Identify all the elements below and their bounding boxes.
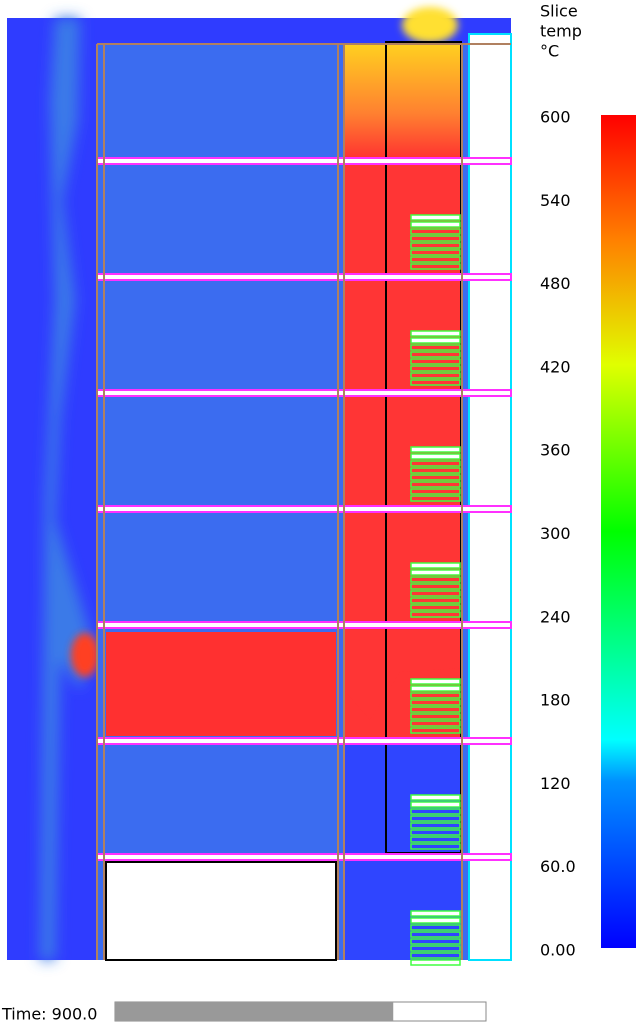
tread (410, 453, 461, 460)
legend-title: °C (540, 42, 559, 61)
tread (410, 597, 461, 604)
fire-room (106, 632, 336, 736)
tread (410, 611, 461, 618)
tread (410, 467, 461, 474)
tread (410, 235, 461, 242)
tread (410, 481, 461, 488)
balcony (468, 33, 512, 961)
tread (410, 685, 461, 692)
tread (410, 917, 461, 924)
tread (410, 228, 461, 235)
tread (410, 815, 461, 822)
tread (410, 576, 461, 583)
floor-slab (96, 273, 512, 281)
tread (410, 488, 461, 495)
tread (410, 910, 461, 917)
tread (410, 720, 461, 727)
tread (410, 221, 461, 228)
tread (410, 938, 461, 945)
tread (410, 583, 461, 590)
tread (410, 945, 461, 952)
colorbar-tick-label: 180 (540, 691, 571, 710)
floor-slab (96, 389, 512, 397)
tread (410, 446, 461, 453)
colorbar-tick-label: 600 (540, 108, 571, 127)
tread (410, 699, 461, 706)
floor-slab (96, 853, 512, 861)
tread (410, 590, 461, 597)
tread (410, 344, 461, 351)
tread (410, 214, 461, 221)
tread (410, 727, 461, 734)
floor-slab (96, 737, 512, 745)
tread (410, 351, 461, 358)
plume-top (402, 7, 458, 43)
walls (96, 43, 511, 960)
tread (410, 249, 461, 256)
colorbar-tick-label: 0.00 (540, 941, 576, 960)
stair-top (344, 44, 462, 160)
tread (410, 460, 461, 467)
tread (410, 843, 461, 850)
colorbar-tick-label: 120 (540, 774, 571, 793)
legend-title: temp (540, 22, 582, 41)
colorbar-tick-label: 480 (540, 274, 571, 293)
floor-slab (96, 505, 512, 513)
time-slider-fill (115, 1002, 394, 1021)
tread (410, 365, 461, 372)
tread (410, 808, 461, 815)
tread (410, 692, 461, 699)
ground-room (105, 861, 337, 961)
stair-treads (410, 214, 461, 966)
colorbar-tick-label: 300 (540, 524, 571, 543)
tread (410, 822, 461, 829)
tread (410, 959, 461, 966)
tread (410, 836, 461, 843)
colorbar-tick-label: 60.0 (540, 857, 576, 876)
tread (410, 242, 461, 249)
plume-hot (71, 633, 99, 677)
tread (410, 952, 461, 959)
simulation-view (7, 7, 512, 966)
tread (410, 495, 461, 502)
legend-title: Slice (540, 2, 578, 21)
tread (410, 562, 461, 569)
tread (410, 330, 461, 337)
tread (410, 924, 461, 931)
colorbar-tick-label: 420 (540, 357, 571, 376)
time-label: Time: 900.0 (1, 1005, 97, 1024)
floors (96, 157, 512, 861)
tread (410, 358, 461, 365)
tread (410, 263, 461, 270)
tread (410, 604, 461, 611)
tread (410, 931, 461, 938)
tread (410, 678, 461, 685)
colorbar-gradient (601, 115, 636, 948)
tread (410, 256, 461, 263)
colorbar-tick-label: 360 (540, 441, 571, 460)
tread (410, 706, 461, 713)
tread (410, 801, 461, 808)
floor-slab (96, 157, 512, 165)
colorbar: Slice temp °C 600 540 480 420 360 300 240 180 12… (540, 2, 636, 960)
floor-slab (96, 621, 512, 629)
tread (410, 713, 461, 720)
plume (40, 18, 95, 960)
tread (410, 569, 461, 576)
tread (410, 372, 461, 379)
colorbar-tick-label: 240 (540, 607, 571, 626)
colorbar-tick-label: 540 (540, 191, 571, 210)
tread (410, 829, 461, 836)
tread (410, 794, 461, 801)
tread (410, 337, 461, 344)
tread (410, 379, 461, 386)
tread (410, 474, 461, 481)
